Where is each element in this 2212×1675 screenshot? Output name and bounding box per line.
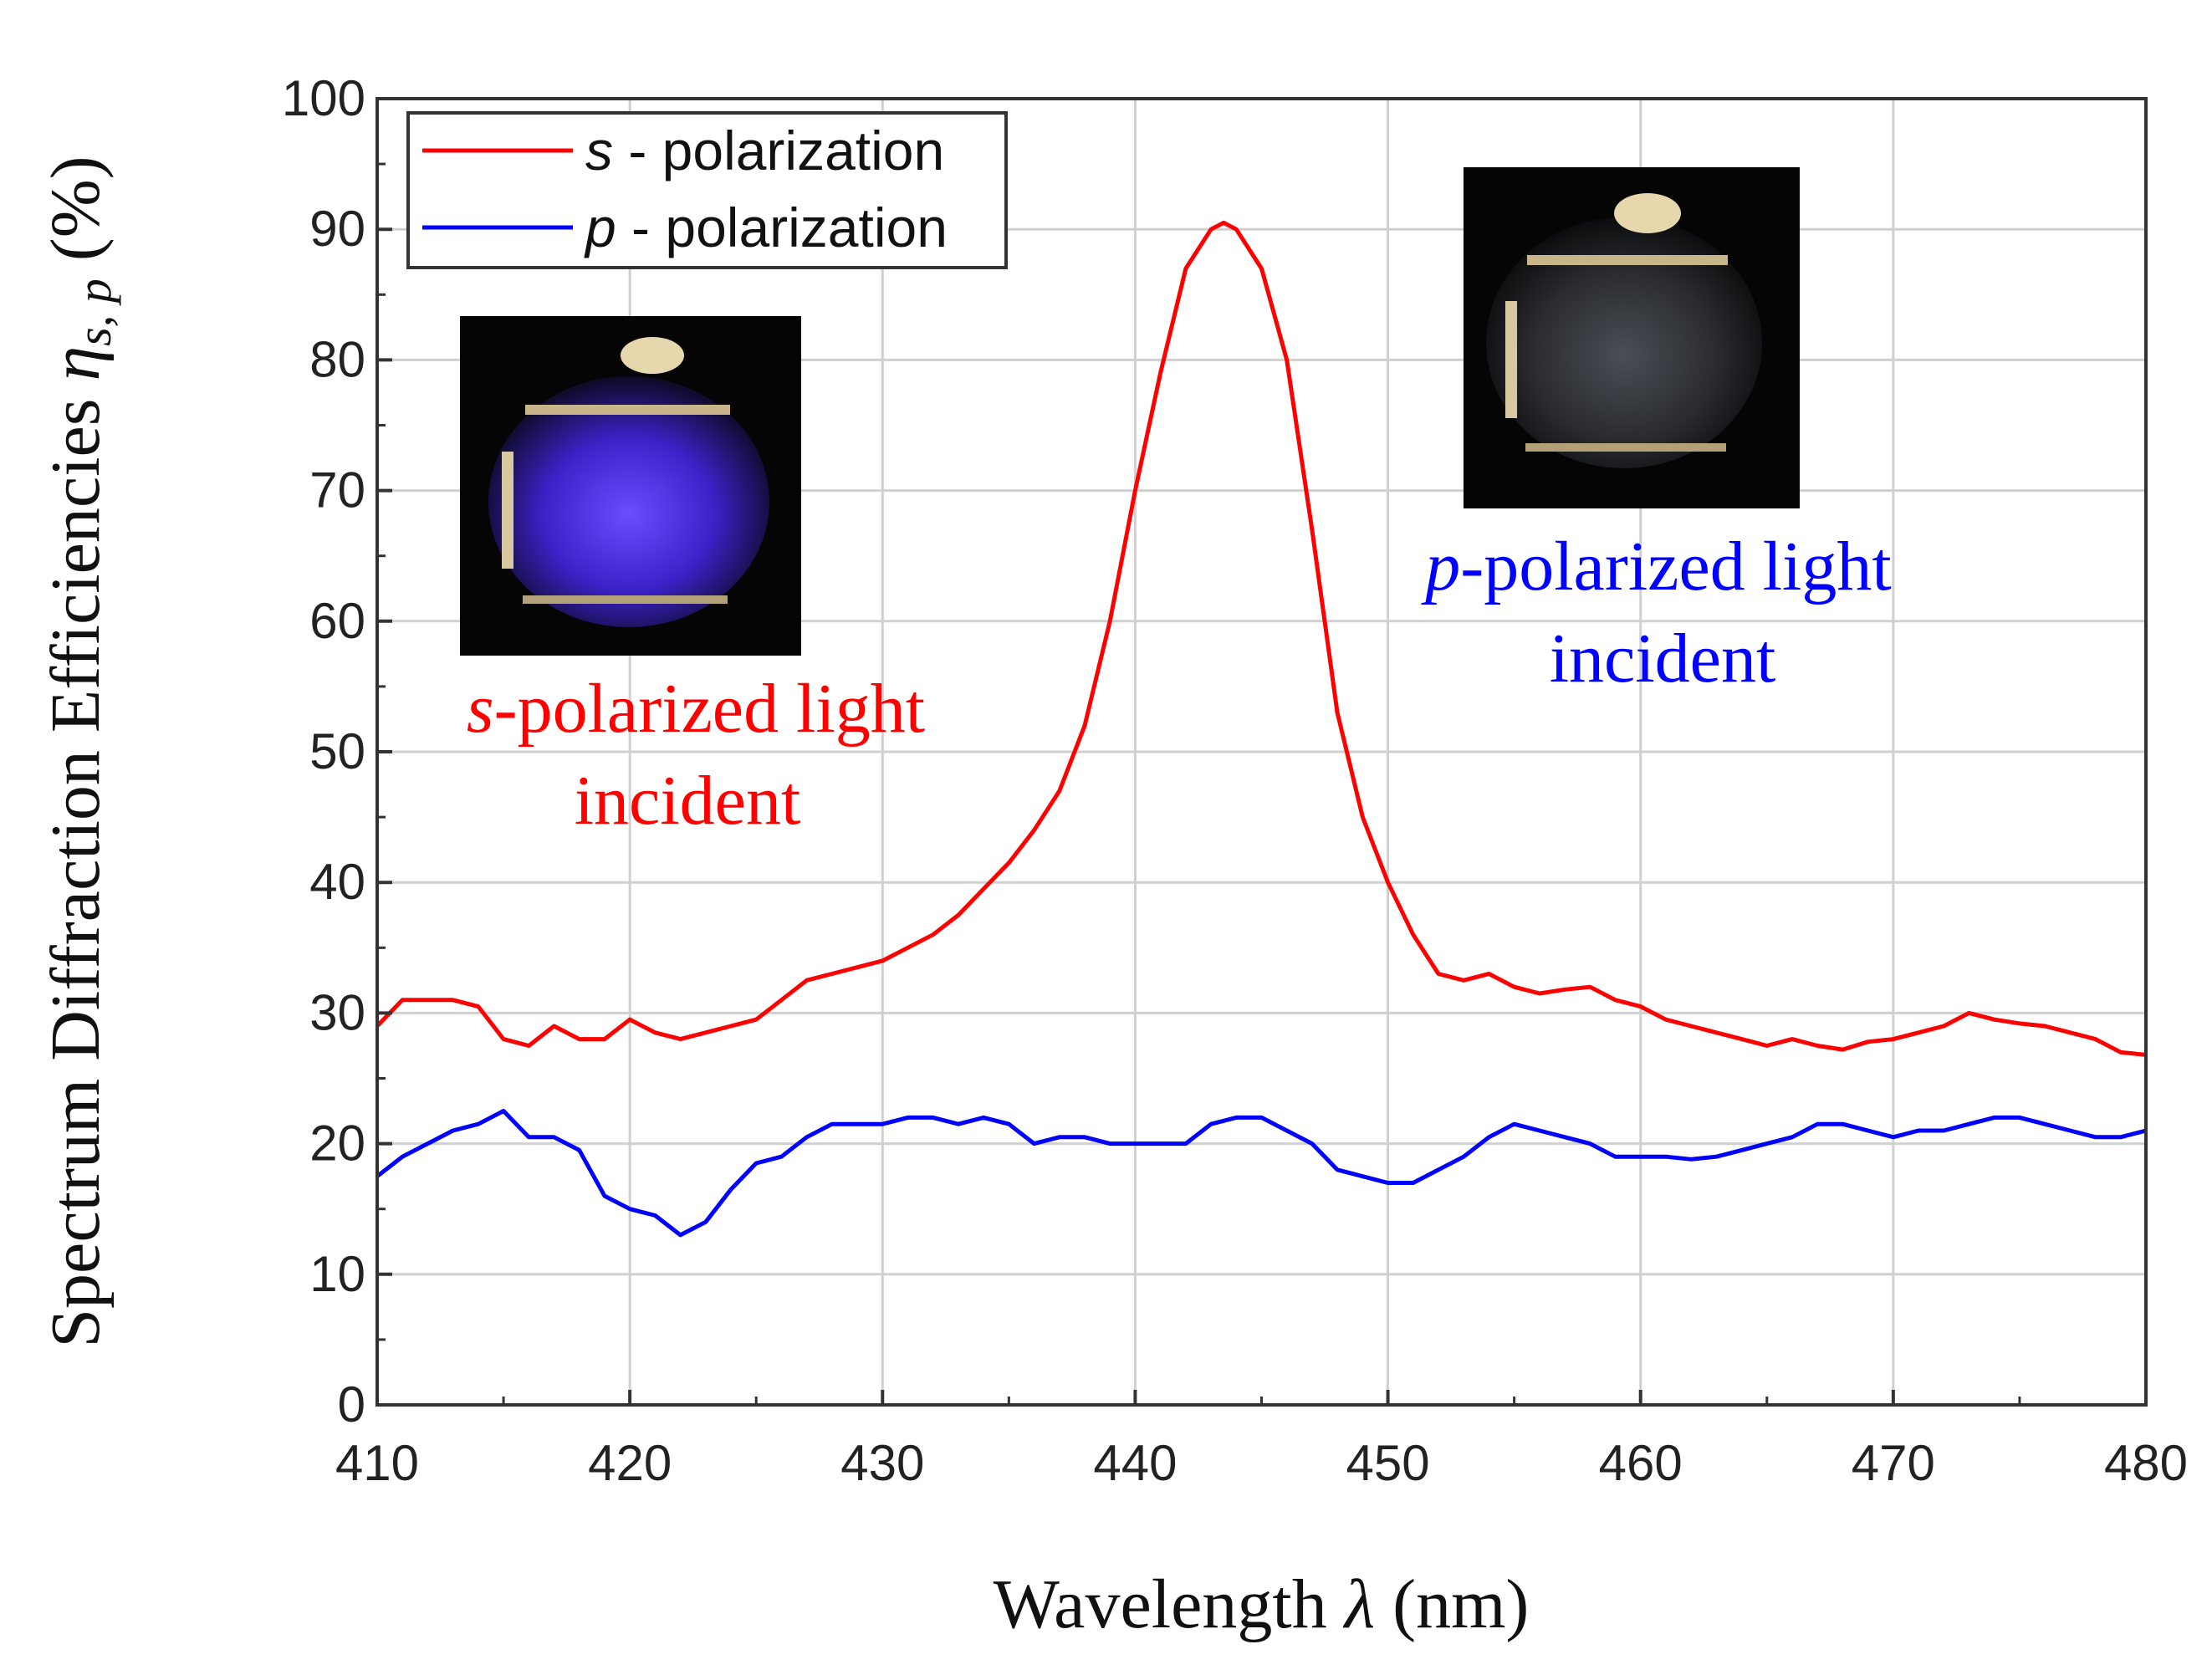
x-tick-label: 470	[1852, 1435, 1935, 1491]
legend: s - polarization p - polarization	[406, 111, 1008, 269]
grid	[377, 99, 2146, 1405]
y-tick-label: 0	[338, 1376, 365, 1432]
inset-s-rim-bottom	[523, 595, 728, 604]
svg-text:incident: incident	[1550, 620, 1776, 697]
y-axis-title: Spectrum Diffraction Efficiencies ηs, p …	[37, 156, 121, 1347]
ticks: 410 420 430 440 450 460 470 480 0 10 20 30 40 50 60 70 8…	[282, 70, 2188, 1491]
legend-box	[406, 111, 1008, 269]
x-tick-label: 420	[588, 1435, 672, 1491]
svg-text:incident: incident	[575, 762, 801, 840]
legend-label-p: p - polarization	[584, 197, 948, 258]
annotation-p: p-polarized light incident	[1421, 528, 1891, 697]
y-tick-label: 10	[309, 1246, 365, 1302]
inset-s-rim-top	[525, 405, 730, 415]
y-tick-label: 80	[309, 331, 365, 387]
svg-text:p-polarized light: p-polarized light	[1421, 528, 1891, 605]
inset-p-rim-top	[1527, 255, 1728, 265]
inset-s-cap	[621, 337, 684, 374]
x-tick-label: 440	[1093, 1435, 1177, 1491]
x-tick-label: 410	[335, 1435, 419, 1491]
x-tick-label: 430	[840, 1435, 924, 1491]
inset-photo-p	[1464, 167, 1800, 508]
y-tick-label: 50	[309, 723, 365, 779]
inset-photo-s	[460, 316, 801, 656]
annotation-s: s-polarized light incident	[467, 670, 925, 840]
inset-s-side-reflection	[502, 452, 513, 569]
y-tick-label: 40	[309, 854, 365, 910]
y-tick-label: 30	[309, 984, 365, 1040]
x-axis-title: Wavelength λ (nm)	[994, 1565, 1530, 1643]
x-tick-label: 450	[1346, 1435, 1430, 1491]
inset-p-cap	[1614, 193, 1681, 233]
x-tick-label: 460	[1599, 1435, 1683, 1491]
legend-label-s: s - polarization	[585, 120, 944, 181]
y-tick-label: 90	[309, 201, 365, 257]
y-tick-label: 100	[282, 70, 365, 126]
y-tick-label: 60	[309, 593, 365, 649]
svg-text:s-polarized light: s-polarized light	[467, 670, 925, 748]
inset-p-rim-bottom	[1525, 443, 1726, 452]
series-line-s-polarization	[377, 220, 2146, 1057]
series-layer	[377, 220, 2146, 1238]
series-line-p-polarization	[377, 1109, 2146, 1238]
y-tick-label: 20	[309, 1116, 365, 1172]
inset-p-side-reflection	[1505, 301, 1517, 418]
x-tick-label: 480	[2104, 1435, 2188, 1491]
y-tick-label: 70	[309, 462, 365, 518]
